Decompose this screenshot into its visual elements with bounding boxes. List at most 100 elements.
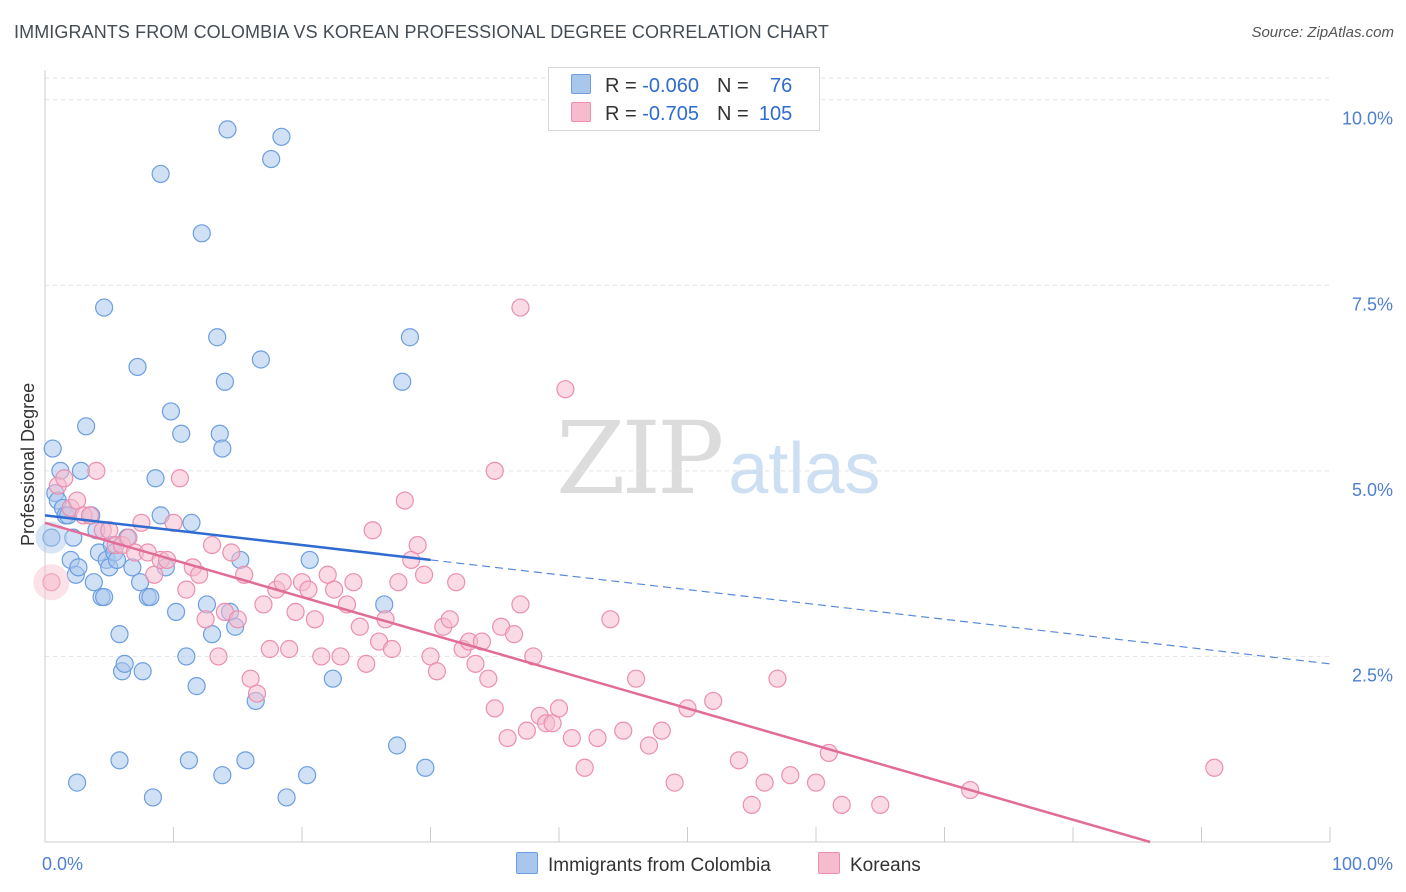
koreans-point	[479, 669, 498, 688]
colombia-point	[210, 424, 229, 443]
koreans-point	[781, 766, 800, 785]
colombia-point	[262, 149, 281, 169]
y-tick-label: 7.5%	[1352, 294, 1393, 314]
colombia-point	[128, 357, 147, 377]
colombia-point	[71, 461, 91, 480]
colombia-trend-dashed	[430, 559, 1331, 665]
koreans-point	[87, 461, 106, 480]
colombia-point-large	[35, 521, 68, 554]
koreans-point	[466, 654, 485, 673]
koreans-point	[440, 610, 459, 629]
trend-lines	[44, 514, 1331, 844]
koreans-point	[363, 521, 382, 540]
koreans-point	[485, 699, 504, 718]
koreans-point	[626, 669, 646, 688]
koreans-point	[588, 728, 607, 748]
colombia-point	[416, 758, 435, 777]
legend-r-value: -0.705	[642, 103, 699, 125]
legend-n-value: 105	[758, 103, 793, 125]
colombia-point	[251, 350, 270, 369]
koreans-point	[196, 610, 215, 629]
colombia-point	[213, 439, 232, 458]
bottom-swatch-blue	[516, 852, 538, 874]
koreans-point	[447, 573, 466, 592]
x-tick-label: 100.0%	[1332, 854, 1393, 874]
bottom-legend-koreans: Koreans	[818, 852, 921, 877]
bottom-legend-colombia-label: Immigrants from Colombia	[548, 855, 771, 876]
colombia-point	[208, 328, 227, 347]
legend-swatch-pink	[571, 102, 591, 122]
koreans-point	[280, 639, 299, 659]
koreans-point	[665, 773, 684, 792]
koreans-point	[260, 639, 279, 659]
colombia-point	[187, 677, 206, 696]
colombia-point	[95, 298, 114, 317]
koreans-point	[729, 751, 749, 770]
koreans-point	[286, 602, 305, 621]
koreans-point	[202, 535, 222, 555]
colombia-point	[133, 662, 152, 681]
colombia-point	[236, 751, 255, 770]
legend-swatch-blue	[571, 74, 591, 94]
watermark-atlas: atlas	[728, 429, 881, 509]
legend-r-label: R =	[605, 75, 643, 97]
colombia-point	[110, 625, 129, 644]
colombia-point	[177, 647, 196, 666]
koreans-point	[549, 699, 569, 718]
colombia-point	[387, 736, 407, 755]
colombia-point	[43, 439, 62, 458]
legend-row-koreans: R = -0.705 N = 105	[571, 102, 792, 128]
koreans-point	[755, 773, 774, 792]
bottom-legend-koreans-label: Koreans	[850, 855, 921, 876]
legend-r-value: -0.060	[642, 75, 699, 97]
colombia-point	[68, 773, 87, 792]
source-label: Source: ZipAtlas.com	[1251, 24, 1394, 41]
y-tick-label: 10.0%	[1342, 109, 1393, 129]
koreans-point	[806, 773, 826, 792]
koreans-point	[222, 543, 241, 562]
colombia-point	[300, 550, 319, 570]
colombia-point	[146, 469, 165, 488]
chart-title: IMMIGRANTS FROM COLOMBIA VS KOREAN PROFE…	[14, 22, 829, 42]
koreans-point	[228, 610, 247, 629]
koreans-point	[556, 380, 575, 399]
colombia-point	[69, 558, 88, 577]
koreans-point	[170, 469, 190, 488]
colombia-point	[213, 766, 232, 785]
koreans-point	[517, 721, 536, 740]
y-tick-label: 5.0%	[1352, 480, 1393, 500]
koreans-point	[498, 728, 517, 748]
koreans-point	[132, 513, 151, 532]
legend-n-value: 76	[769, 75, 793, 97]
koreans-point	[768, 669, 787, 688]
koreans-point	[414, 565, 434, 584]
axes	[44, 70, 1331, 843]
koreans-point	[511, 298, 530, 317]
colombia-point	[130, 573, 150, 592]
koreans-point	[273, 573, 292, 592]
koreans-point	[325, 580, 344, 599]
koreans-point	[562, 728, 581, 748]
colombia-point	[393, 372, 412, 391]
koreans-point	[331, 647, 350, 666]
koreans-point	[427, 662, 447, 681]
koreans-point	[55, 469, 74, 488]
koreans-point	[395, 491, 414, 510]
koreans-point	[389, 573, 408, 592]
colombia-point	[277, 788, 296, 807]
colombia-point	[179, 751, 199, 770]
series-koreans-points	[33, 298, 1224, 814]
koreans-point	[832, 795, 851, 814]
koreans-point	[511, 595, 530, 614]
koreans-point	[652, 721, 671, 740]
koreans-point	[357, 654, 376, 673]
koreans-point	[42, 573, 61, 592]
koreans-point	[742, 795, 761, 814]
x-tick-label: 0.0%	[42, 854, 83, 874]
correlation-legend: R = -0.060 N = 76 R = -0.705 N = 105	[548, 67, 820, 131]
koreans-point	[312, 647, 331, 666]
bottom-legend-colombia: Immigrants from Colombia	[516, 852, 771, 877]
koreans-point	[382, 639, 402, 659]
koreans-point	[639, 736, 659, 755]
colombia-point	[172, 424, 191, 443]
